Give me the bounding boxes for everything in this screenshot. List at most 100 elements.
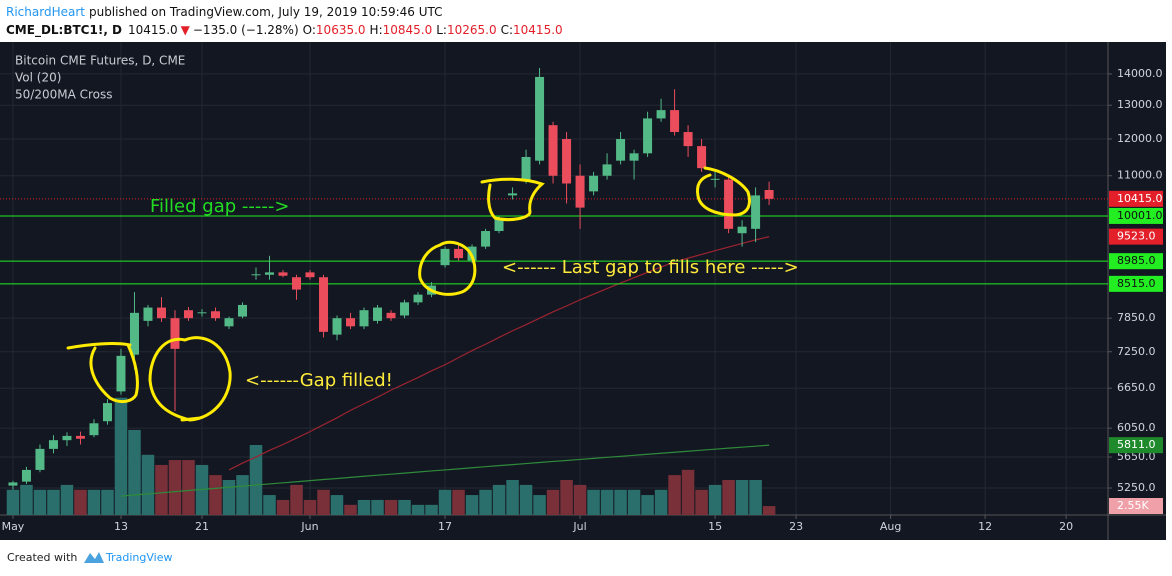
- volume-bar: [303, 499, 317, 515]
- candle-body: [251, 274, 261, 276]
- candle-body: [535, 76, 545, 161]
- candle-body: [413, 294, 423, 303]
- candle-body: [751, 195, 761, 229]
- candle-body: [319, 277, 329, 332]
- hand-circle: [418, 240, 477, 296]
- hand-circle: [66, 342, 139, 404]
- indicator: 50/200MA Cross: [15, 88, 113, 102]
- x-tick-label: 15: [708, 520, 722, 533]
- volume-bar: [546, 489, 560, 515]
- annotation: <------ Last gap to fills here ----->: [502, 257, 799, 278]
- price-label: 2.55K: [1117, 499, 1149, 512]
- candle-body: [265, 272, 275, 275]
- volume-bar: [20, 484, 33, 515]
- candle-body: [238, 304, 248, 317]
- candle-body: [629, 153, 639, 161]
- volume-bar: [654, 489, 668, 515]
- candle-body: [170, 318, 180, 349]
- candle-body: [373, 307, 383, 321]
- volume-bar: [587, 489, 600, 515]
- candle-body: [305, 272, 315, 278]
- volume-bar: [573, 484, 587, 515]
- volume-bar: [600, 489, 614, 515]
- x-tick-label: 21: [195, 520, 209, 533]
- candle-body: [21, 469, 31, 482]
- price-label: 8985.0: [1117, 254, 1156, 267]
- volume-bar: [452, 489, 465, 515]
- hand-circle: [148, 336, 232, 422]
- x-tick-label: 17: [438, 520, 452, 533]
- price-label: 10001.0: [1117, 209, 1163, 222]
- volume-bar: [560, 480, 573, 515]
- volume-bar: [74, 489, 87, 515]
- ohlc-value: 10265.0: [447, 23, 497, 37]
- candle-body: [521, 156, 531, 180]
- header-line: RichardHeart published on TradingView.com…: [6, 5, 443, 19]
- price-label-bg: [1109, 190, 1163, 207]
- moving-average: [228, 236, 770, 471]
- candle-body: [508, 193, 518, 196]
- candle-body: [454, 248, 464, 259]
- y-tick-label: 6050.0: [1117, 421, 1156, 434]
- candle-body: [48, 440, 58, 449]
- volume-bar: [681, 469, 695, 515]
- candle-body: [656, 110, 666, 119]
- price-label: 8515.0: [1117, 277, 1156, 290]
- volume-bar: [627, 489, 641, 515]
- y-tick-label: 7850.0: [1117, 311, 1156, 324]
- price-label-bg: [1109, 253, 1163, 270]
- hand-circle: [696, 166, 751, 217]
- volume-bar: [276, 499, 290, 515]
- price-label-bg: [1109, 498, 1163, 514]
- volume-bar: [60, 484, 74, 515]
- candle-body: [440, 248, 450, 266]
- footer-brand: TradingView: [105, 551, 172, 564]
- candle-body: [724, 179, 734, 229]
- x-tick-label: May: [2, 520, 25, 533]
- y-tick-label: 13000.0: [1117, 98, 1163, 111]
- volume-bar: [398, 499, 411, 515]
- candle-body: [683, 132, 693, 147]
- candle-body: [670, 110, 680, 133]
- y-tick-label: 5250.0: [1117, 481, 1156, 494]
- author: RichardHeart: [6, 5, 85, 19]
- x-tick-label: Jul: [572, 520, 586, 533]
- candle-body: [278, 272, 288, 276]
- volume-bar: [708, 484, 722, 515]
- ohlc-value: 10635.0: [316, 23, 366, 37]
- x-tick-label: 23: [789, 520, 803, 533]
- ohlc-label: H:: [370, 23, 383, 37]
- candle-body: [292, 277, 302, 290]
- y-tick-label: 14000.0: [1117, 67, 1163, 80]
- x-tick-label: 13: [114, 520, 128, 533]
- y-tick-label: 6650.0: [1117, 381, 1156, 394]
- last: 10415.0: [128, 23, 178, 37]
- volume-bar: [236, 475, 249, 515]
- volume-bar: [290, 484, 303, 515]
- volume-bar: [168, 460, 182, 515]
- candle-body: [400, 302, 410, 316]
- ohlc-label: L:: [436, 23, 447, 37]
- volume-bar: [438, 489, 452, 515]
- volume-bar: [209, 475, 222, 515]
- volume-bar: [506, 480, 519, 515]
- published: published on TradingView.com, July 19, 2…: [89, 5, 443, 19]
- candle-body: [116, 355, 126, 392]
- indicator: Vol (20): [15, 71, 61, 85]
- candle-body: [224, 318, 234, 327]
- volume-bar: [357, 499, 371, 515]
- y-tick-label: 5650.0: [1117, 450, 1156, 463]
- volume-bar: [735, 480, 749, 515]
- volume-bar: [101, 489, 114, 515]
- volume-bar: [263, 495, 276, 515]
- y-tick-label: 12000.0: [1117, 132, 1163, 145]
- x-tick-label: Jun: [300, 520, 318, 533]
- volume-bar: [6, 489, 20, 515]
- volume-bar: [249, 445, 263, 515]
- volume-bar: [114, 397, 128, 515]
- volume-bar: [330, 495, 344, 515]
- price-label-bg: [1109, 228, 1163, 245]
- moving-average: [120, 444, 770, 497]
- volume-bar: [641, 495, 654, 515]
- annotation: <------Gap filled!: [245, 370, 393, 391]
